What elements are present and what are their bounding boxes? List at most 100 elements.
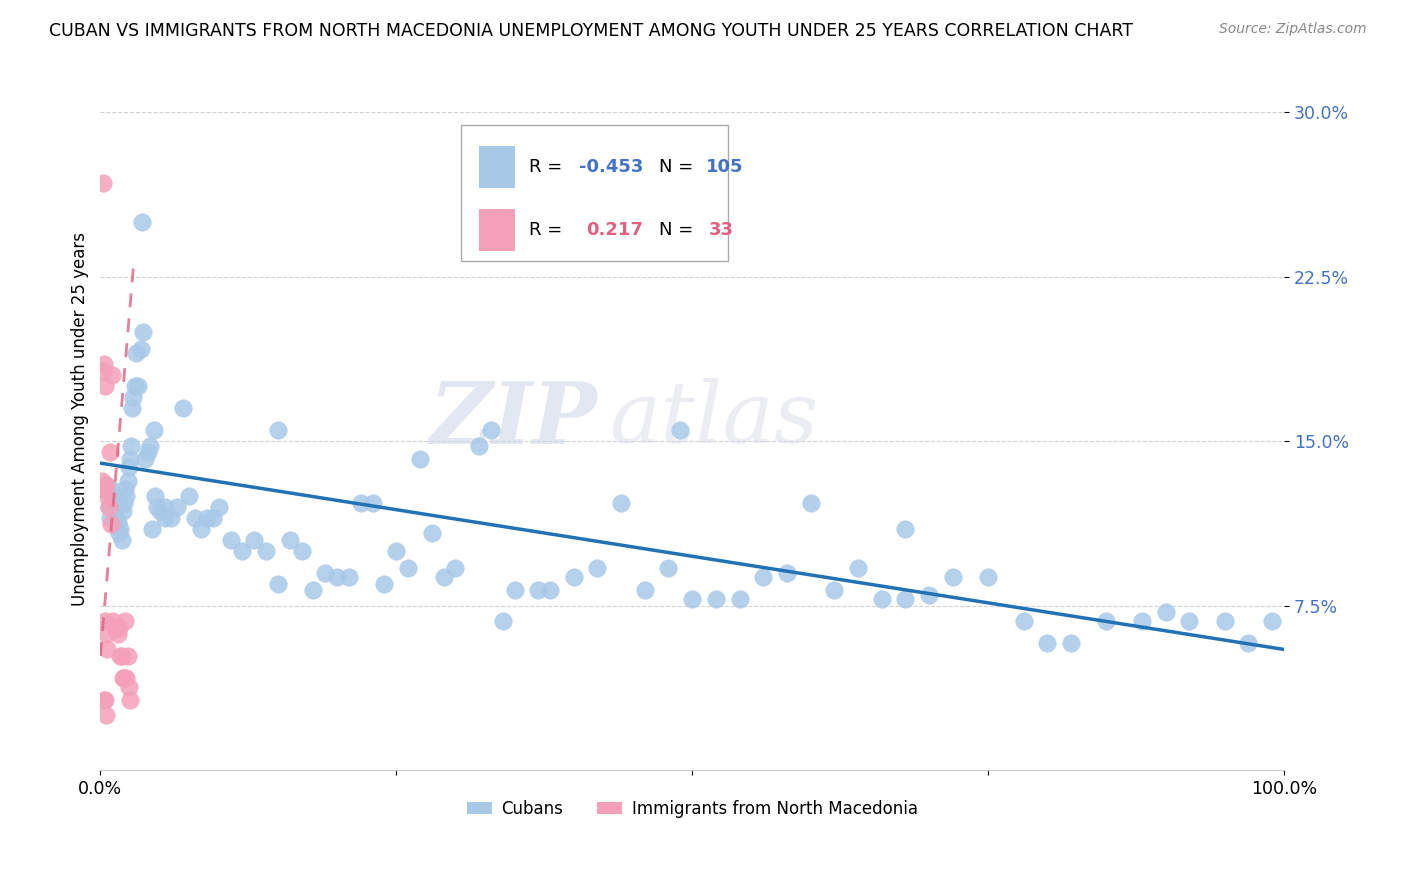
Point <box>799 495 821 509</box>
Point <box>111 671 134 685</box>
Point <box>112 495 135 509</box>
Point <box>103 489 125 503</box>
Point <box>396 561 419 575</box>
Point <box>93 483 115 497</box>
Point <box>115 489 138 503</box>
Point <box>350 495 373 509</box>
Point <box>96 708 118 723</box>
Point <box>409 451 432 466</box>
Point <box>776 566 799 580</box>
Point <box>1060 636 1083 650</box>
Point <box>201 511 224 525</box>
Point <box>433 570 456 584</box>
Point <box>918 588 941 602</box>
Point <box>104 620 127 634</box>
Point <box>127 379 149 393</box>
Point <box>728 592 751 607</box>
Point <box>134 451 156 466</box>
Point <box>107 627 129 641</box>
Point <box>108 526 131 541</box>
Point <box>129 342 152 356</box>
Point <box>103 614 125 628</box>
Point <box>125 346 148 360</box>
Point <box>361 495 384 509</box>
Point <box>1012 614 1035 628</box>
Point <box>98 511 121 525</box>
Point <box>143 489 166 503</box>
Point <box>326 570 349 584</box>
Point <box>111 648 134 663</box>
Point <box>1130 614 1153 628</box>
Point <box>681 592 703 607</box>
Point <box>527 583 550 598</box>
Text: N =: N = <box>659 221 704 239</box>
Point <box>90 474 112 488</box>
Text: 0.217: 0.217 <box>586 221 643 239</box>
Point <box>562 570 585 584</box>
Point <box>704 592 727 607</box>
Point <box>118 693 141 707</box>
Point <box>131 215 153 229</box>
Point <box>894 522 917 536</box>
Point <box>111 504 134 518</box>
Point <box>122 390 145 404</box>
Point <box>142 423 165 437</box>
Point <box>114 483 136 497</box>
FancyBboxPatch shape <box>461 125 728 261</box>
Point <box>243 533 266 547</box>
Point <box>752 570 775 584</box>
Point <box>208 500 231 514</box>
Point <box>148 504 170 518</box>
Point <box>97 500 120 514</box>
Point <box>101 368 124 383</box>
Point <box>139 439 162 453</box>
Point <box>977 570 1000 584</box>
Point <box>124 379 146 393</box>
Text: 33: 33 <box>709 221 734 239</box>
Text: ZIP: ZIP <box>430 377 598 461</box>
Point <box>118 451 141 466</box>
Point <box>110 648 132 663</box>
Point <box>120 439 142 453</box>
Point <box>96 478 118 492</box>
Point <box>108 620 131 634</box>
Point <box>231 543 253 558</box>
Point <box>114 614 136 628</box>
Point <box>492 614 515 628</box>
Point <box>105 620 128 634</box>
Point <box>195 511 218 525</box>
Point <box>155 500 177 514</box>
Point <box>117 648 139 663</box>
Text: R =: R = <box>529 221 574 239</box>
Point <box>101 495 124 509</box>
Point <box>302 583 325 598</box>
Point <box>93 358 115 372</box>
Y-axis label: Unemployment Among Youth under 25 years: Unemployment Among Youth under 25 years <box>72 232 89 607</box>
Point <box>267 576 290 591</box>
Point <box>103 504 125 518</box>
Point <box>136 445 159 459</box>
Text: CUBAN VS IMMIGRANTS FROM NORTH MACEDONIA UNEMPLOYMENT AMONG YOUTH UNDER 25 YEARS: CUBAN VS IMMIGRANTS FROM NORTH MACEDONIA… <box>49 22 1133 40</box>
Point <box>1237 636 1260 650</box>
Point <box>121 401 143 416</box>
Point <box>96 627 118 641</box>
Point <box>179 489 201 503</box>
Point <box>1154 605 1177 619</box>
Point <box>254 543 277 558</box>
Point <box>870 592 893 607</box>
Point <box>103 620 125 634</box>
Point <box>1261 614 1284 628</box>
Point <box>1213 614 1236 628</box>
Point <box>444 561 467 575</box>
Point <box>91 176 114 190</box>
Point <box>420 526 443 541</box>
Text: atlas: atlas <box>609 378 818 460</box>
Point <box>155 511 177 525</box>
Point <box>657 561 679 575</box>
Point <box>373 576 395 591</box>
Legend: Cubans, Immigrants from North Macedonia: Cubans, Immigrants from North Macedonia <box>460 794 924 825</box>
Point <box>112 671 135 685</box>
Point <box>634 583 657 598</box>
Text: R =: R = <box>529 158 568 176</box>
Point <box>141 522 163 536</box>
